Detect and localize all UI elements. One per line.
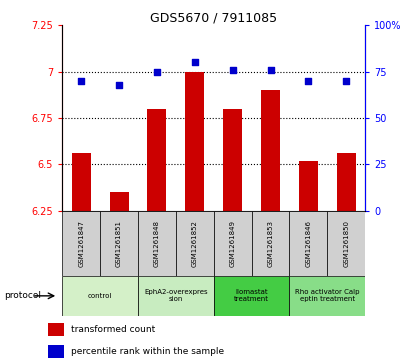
Bar xyxy=(261,90,280,211)
Text: GSM1261852: GSM1261852 xyxy=(192,220,198,267)
Text: GSM1261846: GSM1261846 xyxy=(305,220,311,267)
Text: GSM1261850: GSM1261850 xyxy=(343,220,349,267)
Point xyxy=(191,60,198,65)
Point xyxy=(116,82,122,87)
Bar xyxy=(214,276,290,316)
Bar xyxy=(299,160,318,211)
Point xyxy=(78,78,85,84)
Point xyxy=(343,78,349,84)
Bar xyxy=(62,211,100,276)
Text: protocol: protocol xyxy=(4,291,41,300)
Bar xyxy=(100,211,138,276)
Text: GSM1261848: GSM1261848 xyxy=(154,220,160,267)
Bar xyxy=(223,109,242,211)
Bar xyxy=(62,276,138,316)
Bar xyxy=(72,153,90,211)
Bar xyxy=(176,211,214,276)
Text: GSM1261853: GSM1261853 xyxy=(268,220,273,267)
Point xyxy=(305,78,312,84)
Text: GSM1261849: GSM1261849 xyxy=(229,220,236,267)
Point xyxy=(267,67,274,73)
Bar xyxy=(110,192,129,211)
Text: Ilomastat
treatment: Ilomastat treatment xyxy=(234,289,269,302)
Point xyxy=(229,67,236,73)
Text: GSM1261851: GSM1261851 xyxy=(116,220,122,267)
Bar xyxy=(138,276,214,316)
Text: control: control xyxy=(88,293,112,299)
Bar xyxy=(214,211,251,276)
Bar xyxy=(147,109,166,211)
Bar xyxy=(186,72,204,211)
Text: Rho activator Calp
eptin treatment: Rho activator Calp eptin treatment xyxy=(295,289,359,302)
Bar xyxy=(251,211,290,276)
Point xyxy=(154,69,160,75)
Bar xyxy=(48,323,64,336)
Bar xyxy=(290,211,327,276)
Text: percentile rank within the sample: percentile rank within the sample xyxy=(71,347,224,356)
Bar xyxy=(290,276,365,316)
Text: transformed count: transformed count xyxy=(71,325,155,334)
Bar xyxy=(48,345,64,358)
Bar xyxy=(337,153,356,211)
Bar xyxy=(327,211,365,276)
Text: GSM1261847: GSM1261847 xyxy=(78,220,84,267)
Text: EphA2-overexpres
sion: EphA2-overexpres sion xyxy=(144,289,208,302)
Title: GDS5670 / 7911085: GDS5670 / 7911085 xyxy=(150,11,277,24)
Bar xyxy=(138,211,176,276)
